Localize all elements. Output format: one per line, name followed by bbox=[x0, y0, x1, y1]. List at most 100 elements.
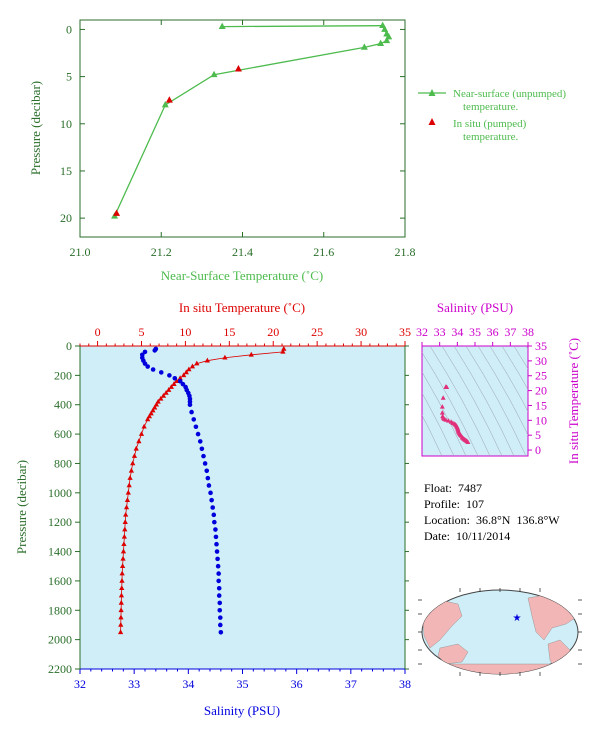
density-contour bbox=[489, 346, 528, 412]
ts-y-tick-label: 15 bbox=[535, 398, 547, 412]
ts-point bbox=[440, 395, 446, 400]
temperature-point bbox=[125, 489, 131, 495]
density-contour bbox=[422, 392, 455, 456]
in-situ-point bbox=[234, 65, 242, 72]
near-surface-x-ticks: 21.0 21.2 21.4 21.6 21.8 bbox=[70, 20, 416, 259]
salinity-point bbox=[187, 402, 193, 408]
salinity-point bbox=[142, 349, 148, 355]
temperature-tick-label: 0 bbox=[95, 325, 101, 339]
temperature-point bbox=[138, 431, 145, 436]
density-contour bbox=[465, 346, 527, 456]
float-location: Location: 36.8°N 136.8°W bbox=[424, 513, 560, 527]
temperature-point bbox=[146, 413, 153, 419]
salinity-tick-label: 38 bbox=[399, 677, 411, 691]
temperature-point bbox=[141, 423, 147, 429]
temperature-point bbox=[160, 392, 167, 398]
near-surface-x-label: Near-Surface Temperature (˚C) bbox=[161, 268, 323, 283]
temperature-point bbox=[155, 398, 161, 404]
temperature-tick-label: 25 bbox=[311, 325, 323, 339]
salinity-tick-label: 32 bbox=[74, 677, 86, 691]
ts-y-tick-label: 30 bbox=[535, 354, 547, 368]
salinity-point bbox=[212, 519, 217, 525]
temperature-point bbox=[126, 482, 132, 488]
salinity-point bbox=[205, 475, 211, 481]
pressure-tick-label: 1200 bbox=[48, 515, 72, 529]
salinity-point bbox=[189, 409, 194, 415]
x-tick-label: 21.6 bbox=[313, 245, 334, 259]
density-contour bbox=[422, 371, 467, 456]
temperature-point bbox=[280, 348, 286, 354]
world-map: ★ bbox=[418, 588, 582, 676]
ts-y-tick-label: 5 bbox=[535, 428, 541, 442]
temperature-point bbox=[133, 445, 139, 451]
pressure-tick-label: 400 bbox=[54, 398, 72, 412]
salinity-point bbox=[217, 615, 223, 620]
x-tick-label: 21.8 bbox=[395, 245, 416, 259]
temperature-point bbox=[118, 614, 124, 620]
legend-entry-in-situ: In situ (pumped) bbox=[453, 118, 527, 130]
temperature-point bbox=[163, 389, 169, 395]
ts-point bbox=[439, 404, 445, 409]
near-surface-point bbox=[210, 70, 218, 78]
map-landmass-australia bbox=[437, 643, 469, 665]
ts-x-tick-label: 36 bbox=[487, 325, 499, 339]
near-surface-point bbox=[218, 22, 226, 30]
salinity-point bbox=[213, 527, 218, 532]
salinity-ticks: 32 33 34 35 36 37 38 bbox=[74, 669, 411, 691]
near-surface-plot-frame bbox=[79, 19, 406, 238]
salinity-point bbox=[197, 439, 203, 444]
ts-x-ticks: 32 33 34 35 36 37 38 bbox=[416, 325, 534, 346]
salinity-point bbox=[217, 607, 223, 613]
salinity-point bbox=[215, 556, 220, 562]
temperature-point bbox=[136, 438, 142, 444]
near-surface-line bbox=[113, 25, 390, 217]
near-surface-series bbox=[111, 21, 393, 219]
near-surface-legend: Near-surface (unpumped) temperature. In … bbox=[418, 88, 566, 143]
ts-points bbox=[439, 384, 471, 445]
near-surface-point bbox=[360, 43, 368, 50]
ts-x-tick-label: 33 bbox=[434, 325, 446, 339]
density-contour bbox=[422, 414, 443, 456]
salinity-point bbox=[172, 376, 178, 381]
temperature-point bbox=[152, 404, 158, 410]
temperature-point bbox=[131, 453, 138, 458]
salinity-point bbox=[180, 381, 186, 387]
salinity-tick-label: 33 bbox=[128, 677, 140, 691]
temperature-point bbox=[128, 467, 134, 473]
salinity-point bbox=[150, 367, 156, 372]
salinity-point bbox=[145, 364, 151, 369]
temperature-point bbox=[171, 381, 177, 386]
pressure-tick-label: 2000 bbox=[48, 633, 72, 647]
legend-green-triangle bbox=[428, 89, 436, 96]
pressure-tick-label: 1000 bbox=[48, 486, 72, 500]
temperature-point bbox=[121, 541, 127, 547]
salinity-point bbox=[158, 370, 164, 375]
temperature-point bbox=[124, 497, 131, 502]
salinity-point bbox=[210, 505, 216, 510]
profile-date: Date: 10/11/2014 bbox=[424, 529, 511, 543]
y-tick-label: 20 bbox=[60, 211, 72, 225]
legend-entry-near-surface: Near-surface (unpumped) bbox=[453, 88, 566, 100]
pressure-ticks: 0 200 400 600 800 1000 1200 1400 1600 1800 2000 220… bbox=[48, 339, 409, 676]
temperature-point bbox=[119, 577, 125, 583]
ts-x-tick-label: 34 bbox=[451, 325, 463, 339]
pressure-tick-label: 1600 bbox=[48, 574, 72, 588]
pressure-tick-label: 0 bbox=[66, 339, 72, 353]
ts-point bbox=[443, 417, 449, 422]
salinity-tick-label: 34 bbox=[182, 677, 194, 691]
pressure-tick-label: 2200 bbox=[48, 662, 72, 676]
map-graticule-ticks bbox=[418, 588, 582, 676]
ts-temperature-label: In situ Temperature (˚C) bbox=[566, 338, 581, 464]
legend-entry-near-surface-cont: temperature. bbox=[463, 101, 519, 113]
in-situ-point bbox=[165, 96, 173, 103]
pressure-tick-label: 600 bbox=[54, 427, 72, 441]
ts-point bbox=[444, 384, 450, 390]
temperature-point bbox=[166, 387, 172, 392]
salinity-point bbox=[195, 431, 201, 437]
y-tick-label: 5 bbox=[66, 70, 72, 84]
ts-density-contours bbox=[422, 346, 528, 456]
salinity-point bbox=[214, 541, 219, 547]
temperature-point bbox=[130, 460, 136, 466]
float-location-star-icon: ★ bbox=[513, 613, 522, 624]
